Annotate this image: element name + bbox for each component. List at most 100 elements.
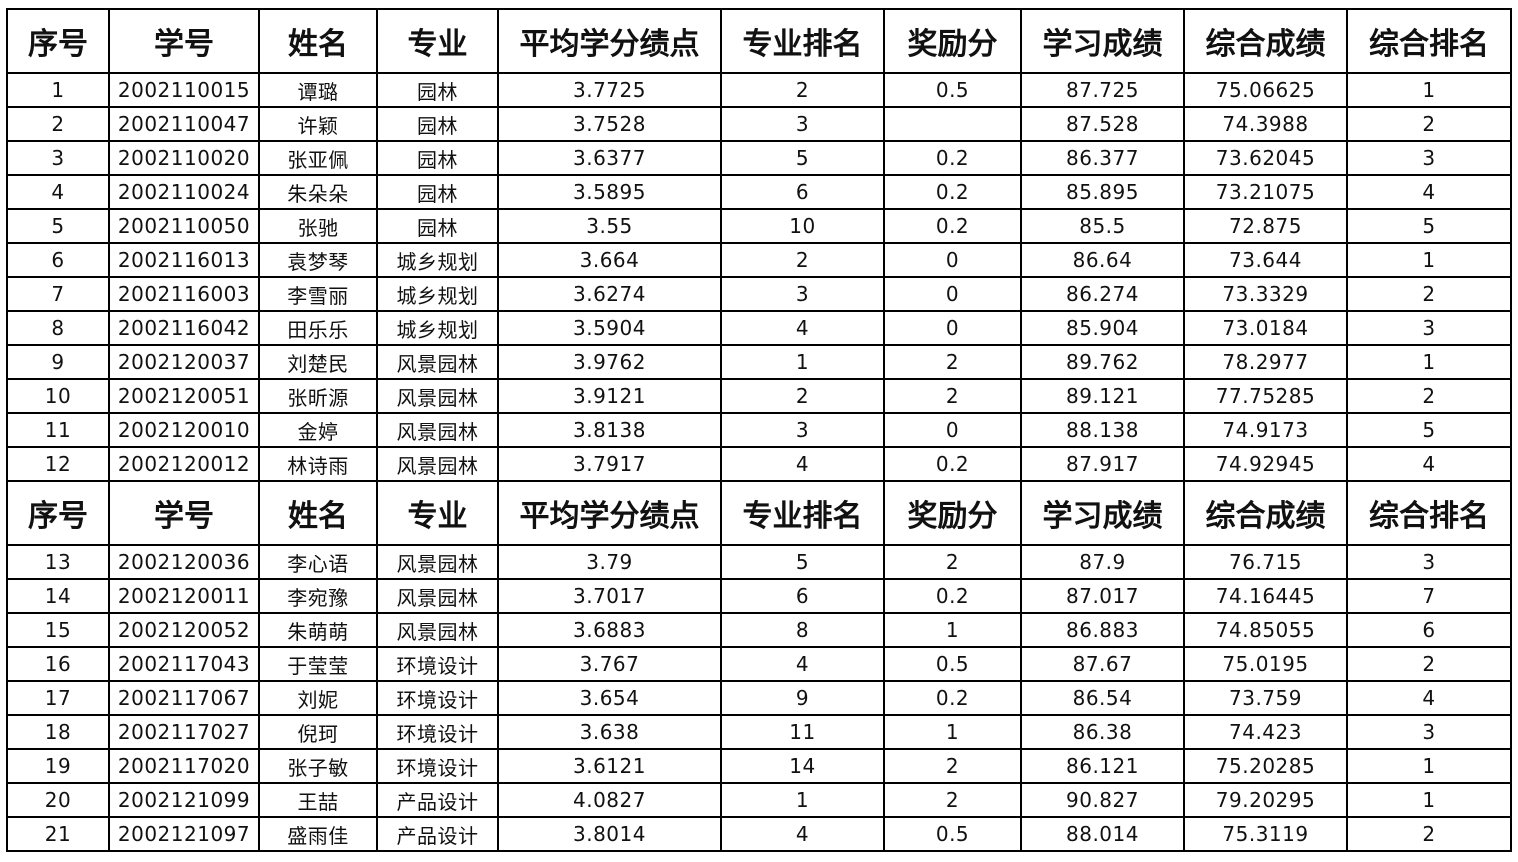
cell-overall-rank: 1 <box>1346 748 1512 784</box>
cell-major-rank: 11 <box>720 714 885 750</box>
cell-bonus: 2 <box>883 378 1022 414</box>
cell-overall-rank: 1 <box>1346 782 1512 818</box>
cell-major-rank: 2 <box>720 72 885 108</box>
cell-overall-rank: 2 <box>1346 106 1512 142</box>
cell-major: 园林 <box>376 72 499 108</box>
cell-gpa: 4.0827 <box>497 782 722 818</box>
cell-index: 3 <box>6 140 110 176</box>
table-row: 10 2002120051 张昕源 风景园林 3.9121 2 2 89.121 77.7528… <box>6 378 1512 414</box>
cell-study-score: 86.54 <box>1020 680 1185 716</box>
cell-index: 7 <box>6 276 110 312</box>
cell-major: 风景园林 <box>376 412 499 448</box>
cell-index: 2 <box>6 106 110 142</box>
cell-name: 张驰 <box>258 208 378 244</box>
cell-major-rank: 1 <box>720 782 885 818</box>
header-major: 专业 <box>376 8 499 74</box>
cell-major-rank: 3 <box>720 412 885 448</box>
cell-major: 园林 <box>376 208 499 244</box>
table-row: 8 2002116042 田乐乐 城乡规划 3.5904 4 0 85.904 73.0184 3 <box>6 310 1512 346</box>
cell-overall-score: 73.644 <box>1183 242 1348 278</box>
cell-major-rank: 6 <box>720 174 885 210</box>
cell-bonus: 0.5 <box>883 816 1022 852</box>
cell-study-score: 86.38 <box>1020 714 1185 750</box>
cell-major-rank: 2 <box>720 242 885 278</box>
cell-overall-score: 74.9173 <box>1183 412 1348 448</box>
cell-study-score: 87.917 <box>1020 446 1185 482</box>
cell-student-id: 2002117043 <box>108 646 260 682</box>
cell-overall-score: 76.715 <box>1183 544 1348 580</box>
cell-name: 谭璐 <box>258 72 378 108</box>
cell-gpa: 3.7528 <box>497 106 722 142</box>
cell-major: 城乡规划 <box>376 276 499 312</box>
cell-student-id: 2002120011 <box>108 578 260 614</box>
cell-study-score: 85.904 <box>1020 310 1185 346</box>
cell-index: 8 <box>6 310 110 346</box>
cell-student-id: 2002120037 <box>108 344 260 380</box>
score-table: 序号 学号 姓名 专业 平均学分绩点 专业排名 奖励分 学习成绩 综合成绩 综合排名 1 200211… <box>6 8 1512 852</box>
cell-index: 6 <box>6 242 110 278</box>
cell-study-score: 87.67 <box>1020 646 1185 682</box>
cell-overall-rank: 3 <box>1346 310 1512 346</box>
cell-study-score: 86.883 <box>1020 612 1185 648</box>
cell-student-id: 2002117067 <box>108 680 260 716</box>
cell-student-id: 2002121097 <box>108 816 260 852</box>
cell-overall-score: 77.75285 <box>1183 378 1348 414</box>
cell-gpa: 3.5904 <box>497 310 722 346</box>
cell-overall-score: 75.3119 <box>1183 816 1348 852</box>
cell-name: 田乐乐 <box>258 310 378 346</box>
cell-name: 朱朵朵 <box>258 174 378 210</box>
table-row: 14 2002120011 李宛豫 风景园林 3.7017 6 0.2 87.017 74.16… <box>6 578 1512 614</box>
cell-overall-score: 74.3988 <box>1183 106 1348 142</box>
cell-overall-score: 79.20295 <box>1183 782 1348 818</box>
header-overall-score: 综合成绩 <box>1183 480 1348 546</box>
header-gpa: 平均学分绩点 <box>497 480 722 546</box>
header-row: 序号 学号 姓名 专业 平均学分绩点 专业排名 奖励分 学习成绩 综合成绩 综合排名 <box>6 8 1512 74</box>
table-row: 19 2002117020 张子敏 环境设计 3.6121 14 2 86.121 75.202… <box>6 748 1512 784</box>
cell-index: 20 <box>6 782 110 818</box>
cell-study-score: 85.895 <box>1020 174 1185 210</box>
cell-bonus: 2 <box>883 544 1022 580</box>
cell-overall-rank: 1 <box>1346 242 1512 278</box>
cell-gpa: 3.7725 <box>497 72 722 108</box>
cell-name: 许颖 <box>258 106 378 142</box>
cell-bonus: 0.2 <box>883 140 1022 176</box>
cell-overall-rank: 3 <box>1346 544 1512 580</box>
cell-bonus: 0.5 <box>883 72 1022 108</box>
cell-major-rank: 3 <box>720 106 885 142</box>
header-overall-rank: 综合排名 <box>1346 8 1512 74</box>
cell-name: 朱萌萌 <box>258 612 378 648</box>
cell-major: 环境设计 <box>376 748 499 784</box>
cell-overall-score: 73.3329 <box>1183 276 1348 312</box>
cell-student-id: 2002110020 <box>108 140 260 176</box>
cell-bonus: 0.2 <box>883 680 1022 716</box>
cell-study-score: 86.377 <box>1020 140 1185 176</box>
cell-student-id: 2002110024 <box>108 174 260 210</box>
cell-overall-rank: 4 <box>1346 680 1512 716</box>
cell-study-score: 87.528 <box>1020 106 1185 142</box>
cell-name: 李心语 <box>258 544 378 580</box>
header-student-id: 学号 <box>108 480 260 546</box>
cell-major: 环境设计 <box>376 646 499 682</box>
table-row: 11 2002120010 金婷 风景园林 3.8138 3 0 88.138 74.9173 5 <box>6 412 1512 448</box>
cell-name: 李宛豫 <box>258 578 378 614</box>
cell-gpa: 3.55 <box>497 208 722 244</box>
header-overall-rank: 综合排名 <box>1346 480 1512 546</box>
cell-overall-rank: 4 <box>1346 446 1512 482</box>
cell-major-rank: 5 <box>720 140 885 176</box>
cell-index: 10 <box>6 378 110 414</box>
cell-major-rank: 4 <box>720 816 885 852</box>
cell-study-score: 87.9 <box>1020 544 1185 580</box>
cell-major: 园林 <box>376 106 499 142</box>
cell-overall-rank: 3 <box>1346 140 1512 176</box>
cell-name: 袁梦琴 <box>258 242 378 278</box>
cell-overall-score: 78.2977 <box>1183 344 1348 380</box>
cell-name: 倪珂 <box>258 714 378 750</box>
table-row: 12 2002120012 林诗雨 风景园林 3.7917 4 0.2 87.917 74.92… <box>6 446 1512 482</box>
cell-overall-score: 73.759 <box>1183 680 1348 716</box>
cell-overall-rank: 2 <box>1346 276 1512 312</box>
cell-student-id: 2002116013 <box>108 242 260 278</box>
cell-name: 林诗雨 <box>258 446 378 482</box>
cell-study-score: 86.64 <box>1020 242 1185 278</box>
cell-major: 城乡规划 <box>376 242 499 278</box>
table-row: 6 2002116013 袁梦琴 城乡规划 3.664 2 0 86.64 73.644 1 <box>6 242 1512 278</box>
